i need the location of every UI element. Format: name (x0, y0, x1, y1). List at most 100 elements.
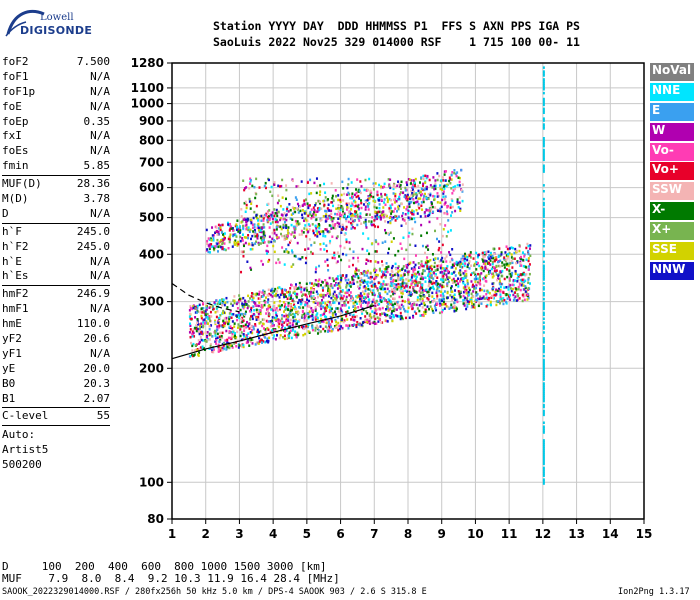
echo-point (325, 249, 328, 253)
echo-point (318, 230, 321, 234)
echo-point (332, 199, 335, 202)
echo-point (208, 347, 211, 350)
echo-point (229, 336, 232, 340)
echo-point (262, 340, 265, 343)
echo-point (386, 292, 389, 296)
echo-point (233, 299, 236, 303)
echo-point (395, 200, 398, 203)
echo-point (255, 216, 258, 220)
echo-point (345, 291, 348, 294)
echo-point (410, 189, 413, 193)
echo-point (486, 268, 489, 272)
echo-point (527, 278, 530, 281)
echo-point (441, 310, 444, 314)
echo-point (390, 288, 393, 291)
echo-point (438, 260, 441, 263)
echo-point (324, 325, 327, 328)
echo-point (414, 283, 417, 287)
echo-point (542, 307, 545, 311)
echo-point (409, 243, 412, 247)
echo-point (367, 208, 370, 211)
echo-point (542, 446, 545, 450)
echo-point (256, 292, 259, 296)
echo-point (306, 295, 309, 299)
echo-point (248, 310, 251, 313)
echo-point (354, 214, 357, 218)
echo-point (514, 295, 517, 298)
echo-point (542, 431, 545, 434)
echo-point (364, 200, 367, 204)
echo-point (438, 240, 441, 243)
echo-point (400, 291, 403, 295)
echo-point (191, 344, 194, 348)
echo-point (222, 321, 225, 325)
echo-point (522, 264, 525, 268)
echo-point (242, 255, 245, 258)
echo-point (396, 300, 399, 304)
echo-point (378, 302, 381, 306)
echo-point (308, 299, 311, 303)
echo-point (446, 212, 449, 216)
echo-point (542, 213, 545, 217)
echo-point (208, 247, 211, 251)
echo-point (215, 315, 218, 319)
echo-point (454, 209, 457, 213)
echo-point (243, 236, 246, 239)
echo-point (384, 203, 387, 207)
echo-point (250, 268, 253, 271)
echo-point (441, 266, 444, 270)
echo-point (542, 87, 545, 91)
echo-point (442, 192, 445, 195)
echo-point (472, 305, 475, 309)
echo-point (394, 192, 397, 196)
echo-point (433, 304, 436, 307)
echo-point (199, 346, 202, 349)
echo-point (347, 288, 350, 292)
echo-point (421, 277, 424, 281)
echo-point (351, 315, 354, 319)
echo-point (488, 254, 491, 257)
echo-point (428, 220, 431, 224)
echo-point (343, 319, 346, 322)
echo-point (470, 302, 473, 305)
echo-point (442, 274, 445, 278)
echo-point (266, 301, 269, 304)
echo-point (356, 223, 359, 227)
echo-point (294, 196, 297, 199)
parameter-row: foE N/A (2, 100, 110, 115)
echo-point (320, 230, 323, 233)
echo-point (365, 320, 368, 324)
echo-point (251, 313, 254, 317)
echo-point (473, 277, 476, 281)
echo-point (339, 208, 342, 212)
echo-point (337, 321, 340, 325)
echo-point (501, 269, 504, 273)
echo-point (503, 263, 506, 266)
echo-point (542, 462, 545, 466)
echo-point (208, 328, 211, 331)
echo-point (350, 295, 353, 298)
echo-point (303, 319, 306, 323)
echo-point (371, 242, 374, 245)
echo-point (222, 238, 225, 242)
parameter-name: yE (2, 361, 16, 375)
echo-point (215, 229, 218, 233)
echo-point (417, 189, 420, 193)
echo-point (238, 294, 241, 297)
echo-point (434, 257, 437, 260)
echo-point (366, 282, 369, 286)
echo-point (438, 209, 441, 213)
echo-point (542, 82, 545, 85)
echo-point (268, 217, 271, 220)
echo-point (214, 319, 217, 323)
echo-point (206, 248, 209, 251)
parameter-value: 3.78 (83, 192, 111, 206)
echo-point (218, 335, 221, 338)
echo-point (252, 312, 255, 316)
echo-point (470, 273, 473, 277)
echo-point (401, 280, 404, 284)
echo-point (458, 293, 461, 297)
echo-point (215, 337, 218, 341)
echo-point (357, 306, 360, 309)
echo-point (383, 182, 386, 186)
